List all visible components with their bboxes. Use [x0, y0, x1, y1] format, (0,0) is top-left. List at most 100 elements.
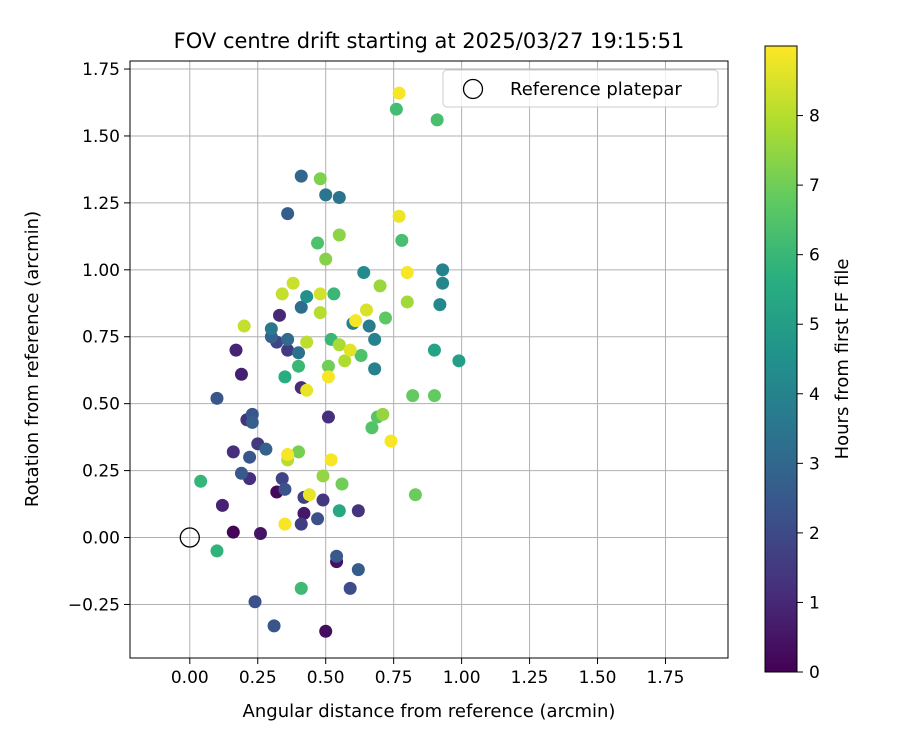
y-tick-label: 0.75 [82, 328, 120, 348]
data-point [294, 169, 308, 183]
data-point [335, 477, 349, 491]
data-point [365, 421, 379, 435]
data-point [319, 624, 333, 638]
data-point [194, 474, 208, 488]
colorbar-tick-label: 8 [809, 107, 820, 127]
data-point [300, 290, 314, 304]
data-point [313, 172, 327, 186]
data-point [368, 362, 382, 376]
x-tick-label: 1.00 [443, 668, 481, 688]
data-point [400, 265, 414, 279]
data-point [351, 563, 365, 577]
data-point [395, 233, 409, 247]
colorbar-tick-label: 3 [809, 454, 820, 474]
data-point [281, 207, 295, 221]
data-point [234, 466, 248, 480]
data-point [400, 295, 414, 309]
data-point [292, 445, 306, 459]
data-point [332, 228, 346, 242]
data-point [275, 472, 289, 486]
data-point [253, 527, 267, 541]
plot-area-frame [129, 60, 729, 659]
data-point [243, 450, 257, 464]
data-point [311, 236, 325, 250]
data-point [330, 549, 344, 563]
colorbar-tick-label: 0 [809, 663, 820, 683]
data-point [332, 504, 346, 518]
data-point [349, 314, 363, 328]
y-axis-ticks: −0.25 0.00 0.25 0.50 0.75 1.00 1.25 1.50 1.75 [68, 60, 130, 615]
data-point [226, 445, 240, 459]
data-point [362, 319, 376, 333]
data-point [359, 303, 373, 317]
grid-lines [130, 61, 728, 658]
colorbar-label: Hours from first FF file [832, 259, 853, 460]
x-axis-label: Angular distance from reference (arcmin) [243, 701, 616, 722]
data-point [215, 498, 229, 512]
data-point [311, 512, 325, 526]
reference-platepar-marker [179, 527, 200, 548]
data-point [210, 391, 224, 405]
data-point [297, 506, 311, 520]
data-point [316, 469, 330, 483]
data-point [351, 504, 365, 518]
colorbar-tick-label: 4 [809, 385, 820, 405]
data-point [433, 298, 447, 312]
data-point [319, 252, 333, 266]
colorbar-gradient [764, 45, 798, 673]
legend: Reference platepar [442, 69, 719, 108]
data-point [316, 493, 330, 507]
data-point [389, 102, 403, 116]
data-point [368, 332, 382, 346]
data-point [286, 276, 300, 290]
data-point [229, 343, 243, 357]
colorbar-ticks: 0 1 2 3 4 5 6 7 8 [797, 107, 820, 683]
data-point [392, 86, 406, 100]
data-point [338, 354, 352, 368]
data-point [379, 311, 393, 325]
y-tick-label: 1.75 [82, 60, 120, 80]
data-point [210, 544, 224, 558]
x-tick-label: 0.50 [307, 668, 345, 688]
data-point [281, 343, 295, 357]
data-point [436, 276, 450, 290]
data-point [302, 488, 316, 502]
data-point [327, 287, 341, 301]
data-point [321, 370, 335, 384]
data-point [357, 265, 371, 279]
legend-box [442, 69, 719, 108]
colorbar-tick-label: 6 [809, 246, 820, 266]
data-point [292, 346, 306, 360]
data-point [408, 488, 422, 502]
y-tick-label: −0.25 [68, 595, 120, 615]
data-point [332, 191, 346, 205]
x-tick-label: 0.25 [239, 668, 277, 688]
data-point [226, 525, 240, 539]
legend-open-circle-icon [462, 78, 484, 100]
data-point [319, 188, 333, 202]
data-point [452, 354, 466, 368]
data-point [436, 263, 450, 277]
data-point [294, 300, 308, 314]
data-point [324, 453, 338, 467]
y-axis-label: Rotation from reference (arcmin) [22, 211, 43, 507]
data-point [313, 306, 327, 320]
data-point [332, 338, 346, 352]
data-point [278, 370, 292, 384]
y-tick-label: 0.00 [82, 529, 120, 549]
data-point [343, 581, 357, 595]
data-point [376, 407, 390, 421]
data-point [267, 619, 281, 633]
y-tick-label: 0.50 [82, 395, 120, 415]
x-axis-ticks: 0.00 0.25 0.50 0.75 1.00 1.25 1.50 1.75 [171, 658, 684, 688]
data-point [430, 113, 444, 127]
x-tick-label: 1.50 [579, 668, 617, 688]
data-point [245, 415, 259, 429]
data-point [406, 389, 420, 403]
data-point [248, 595, 262, 609]
data-point [237, 319, 251, 333]
data-point [427, 343, 441, 357]
data-point [234, 367, 248, 381]
data-point [321, 359, 335, 373]
